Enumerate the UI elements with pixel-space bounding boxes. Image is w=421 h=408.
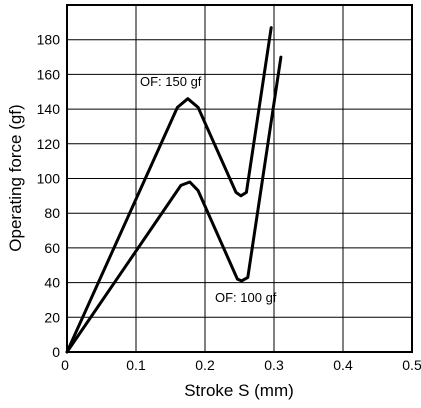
y-tick-label: 140: [37, 101, 61, 117]
tick-labels: 0 0.1 0.2 0.3 0.4 0.5 0 20 40 60 80 100 120 140 160 180: [37, 32, 421, 373]
y-tick-label: 0: [52, 344, 60, 360]
x-tick-label: 0: [61, 357, 69, 373]
annotation-of-150: OF: 150 gf: [140, 74, 202, 89]
x-axis-title: Stroke S (mm): [184, 381, 294, 400]
y-tick-label: 120: [37, 136, 61, 152]
x-tick-label: 0.5: [402, 357, 421, 373]
series-line-of-100: [65, 55, 283, 354]
series-line-of-150: [65, 26, 273, 354]
y-tick-label: 180: [37, 32, 61, 48]
y-tick-label: 20: [44, 309, 60, 325]
y-tick-label: 100: [37, 171, 61, 187]
y-tick-label: 80: [44, 205, 60, 221]
y-tick-label: 60: [44, 240, 60, 256]
series-lines: [65, 26, 283, 354]
x-tick-label: 0.2: [195, 357, 215, 373]
y-tick-label: 40: [44, 275, 60, 291]
annotation-of-100: OF: 100 gf: [215, 290, 277, 305]
y-tick-label: 160: [37, 66, 61, 82]
x-tick-label: 0.4: [333, 357, 353, 373]
plot-frame: [66, 4, 413, 353]
x-tick-label: 0.3: [264, 357, 284, 373]
x-tick-label: 0.1: [126, 357, 146, 373]
y-axis-title: Operating force (gf): [6, 104, 25, 251]
grid: [67, 5, 412, 352]
